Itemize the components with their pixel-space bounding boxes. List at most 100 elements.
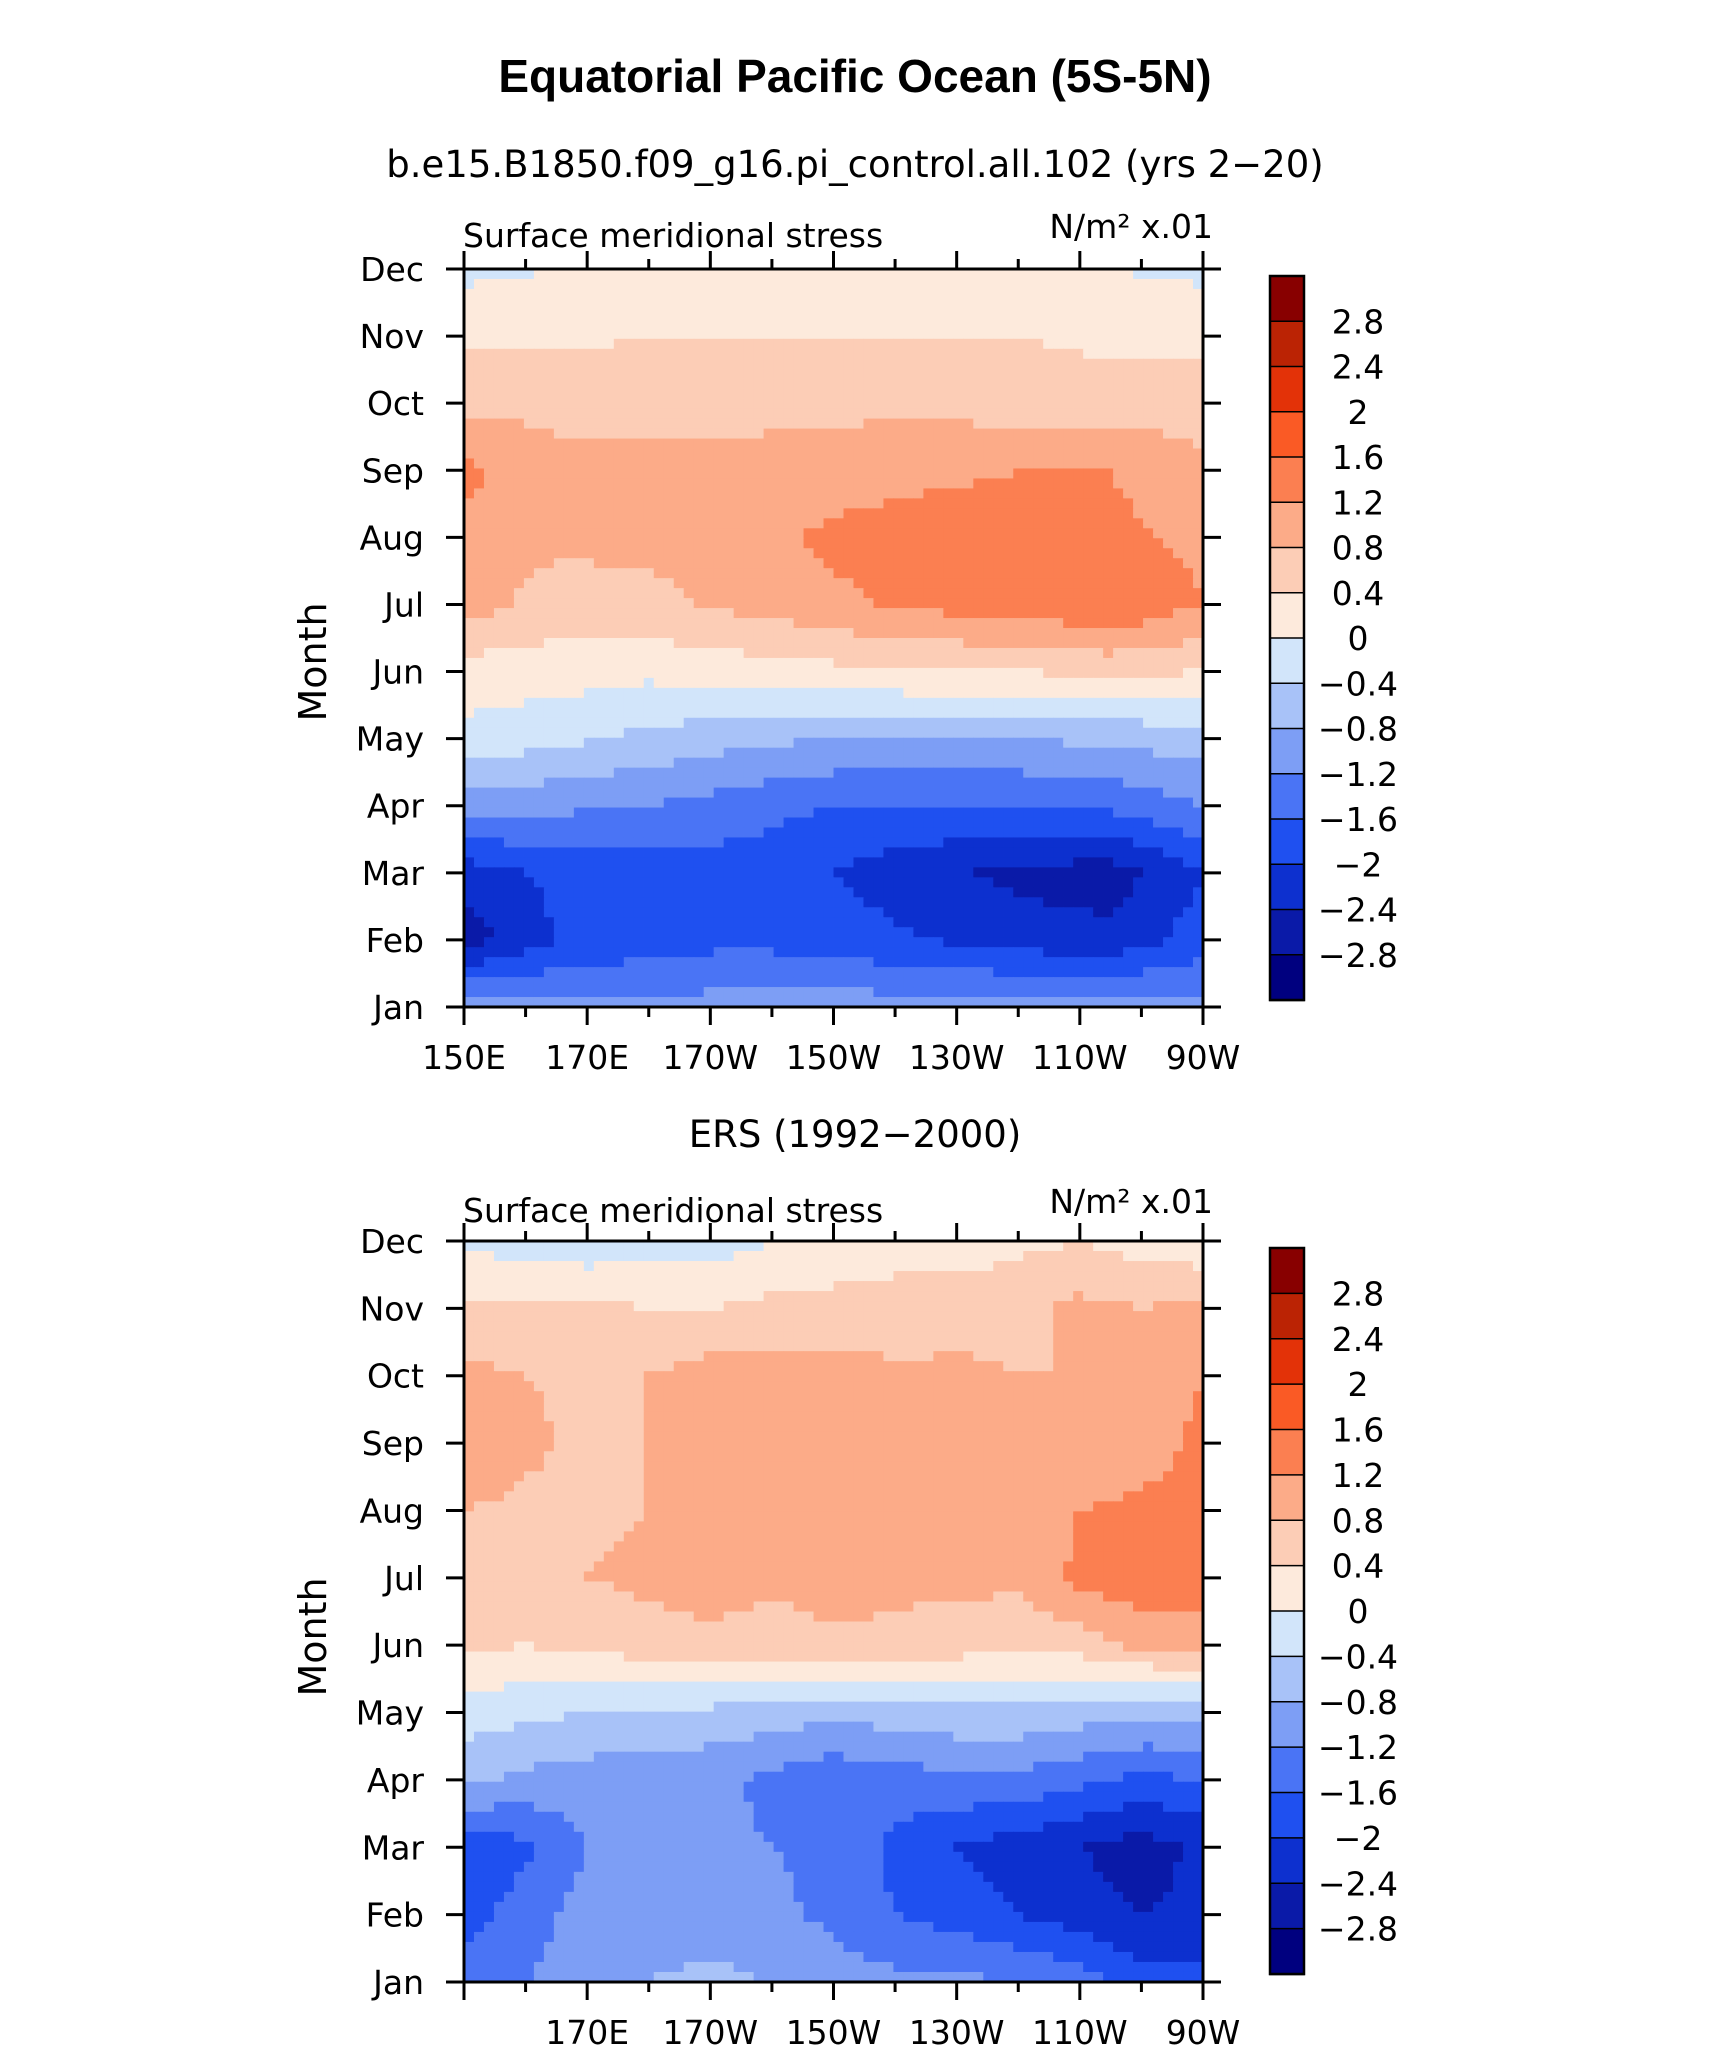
contour-cell	[623, 717, 635, 729]
contour-cell	[683, 827, 695, 839]
contour-cell	[783, 697, 795, 709]
contour-cell	[923, 917, 934, 928]
contour-cell	[1123, 578, 1134, 589]
contour-cell	[1053, 288, 1064, 300]
contour-cell	[983, 328, 994, 340]
contour-cell	[743, 787, 755, 799]
contour-cell	[793, 757, 805, 769]
contour-cell	[843, 927, 855, 938]
contour-cell	[813, 578, 825, 589]
contour-cell	[1173, 647, 1184, 659]
contour-cell	[833, 558, 845, 569]
contour-cell	[593, 568, 605, 579]
contour-cell	[703, 687, 715, 699]
contour-cell	[703, 717, 715, 729]
contour-cell	[953, 458, 964, 470]
contour-cell	[1023, 717, 1034, 729]
contour-cell	[713, 308, 725, 320]
contour-cell	[633, 358, 645, 370]
contour-cell	[823, 398, 835, 410]
contour-cell	[943, 518, 954, 529]
contour-cell	[613, 747, 625, 759]
contour-cell	[813, 687, 825, 699]
contour-cell	[713, 358, 725, 370]
contour-cell	[763, 887, 775, 898]
contour-cell	[753, 418, 765, 430]
contour-cell	[953, 548, 964, 559]
contour-cell	[493, 568, 505, 579]
contour-cell	[1063, 608, 1074, 619]
contour-cell	[1033, 348, 1044, 360]
contour-cell	[883, 628, 895, 639]
contour-cell	[973, 717, 984, 729]
contour-cell	[493, 598, 505, 609]
contour-cell	[633, 298, 645, 310]
contour-cell	[1163, 867, 1174, 878]
contour-cell	[1023, 867, 1034, 878]
contour-cell	[1043, 358, 1054, 370]
contour-cell	[813, 757, 825, 769]
contour-cell	[1073, 847, 1084, 858]
contour-cell	[603, 737, 615, 749]
contour-cell	[1013, 388, 1024, 400]
contour-cell	[513, 348, 525, 360]
contour-cell	[803, 488, 815, 499]
contour-cell	[473, 478, 485, 489]
contour-cell	[613, 278, 625, 290]
contour-cell	[1113, 847, 1124, 858]
contour-cell	[1053, 897, 1064, 908]
contour-cell	[1163, 458, 1174, 470]
contour-cell	[963, 548, 974, 559]
contour-cell	[513, 269, 525, 280]
contour-cell	[873, 817, 885, 829]
contour-cell	[1143, 628, 1154, 639]
contour-cell	[1083, 797, 1094, 809]
contour-cell	[933, 927, 944, 938]
contour-cell	[653, 647, 665, 659]
contour-cell	[1193, 598, 1204, 609]
contour-cell	[813, 508, 825, 519]
contour-cell	[593, 408, 605, 420]
contour-cell	[743, 578, 755, 589]
contour-cell	[783, 408, 795, 420]
contour-cell	[853, 408, 865, 420]
contour-cell	[593, 478, 605, 489]
contour-cell	[513, 817, 525, 829]
contour-cell	[793, 787, 805, 799]
contour-cell	[823, 638, 835, 649]
contour-cell	[493, 378, 505, 390]
contour-cell	[1163, 598, 1174, 609]
contour-cell	[853, 368, 865, 380]
contour-cell	[483, 378, 495, 390]
contour-cell	[473, 647, 485, 659]
contour-cell	[993, 628, 1004, 639]
contour-cell	[993, 328, 1004, 340]
contour-cell	[903, 657, 914, 669]
contour-cell	[713, 288, 725, 300]
contour-cell	[793, 578, 805, 589]
contour-cell	[1053, 468, 1064, 480]
contour-cell	[973, 378, 984, 390]
contour-cell	[1183, 927, 1194, 938]
contour-cell	[673, 528, 685, 539]
contour-cell	[653, 877, 665, 888]
contour-cell	[1113, 568, 1124, 579]
contour-cell	[843, 328, 855, 340]
contour-cell	[643, 269, 655, 280]
contour-cell	[673, 657, 685, 669]
contour-cell	[563, 867, 575, 878]
contour-cell	[583, 468, 595, 480]
contour-cell	[873, 608, 885, 619]
contour-cell	[703, 468, 715, 480]
contour-cell	[603, 578, 615, 589]
contour-cell	[773, 428, 785, 440]
contour-cell	[963, 797, 974, 809]
contour-cell	[793, 608, 805, 619]
contour-cell	[633, 757, 645, 769]
contour-cell	[763, 328, 775, 340]
contour-cell	[973, 318, 984, 330]
contour-cell	[853, 867, 865, 878]
contour-cell	[1103, 677, 1114, 689]
contour-cell	[603, 488, 615, 499]
contour-cell	[733, 298, 745, 310]
